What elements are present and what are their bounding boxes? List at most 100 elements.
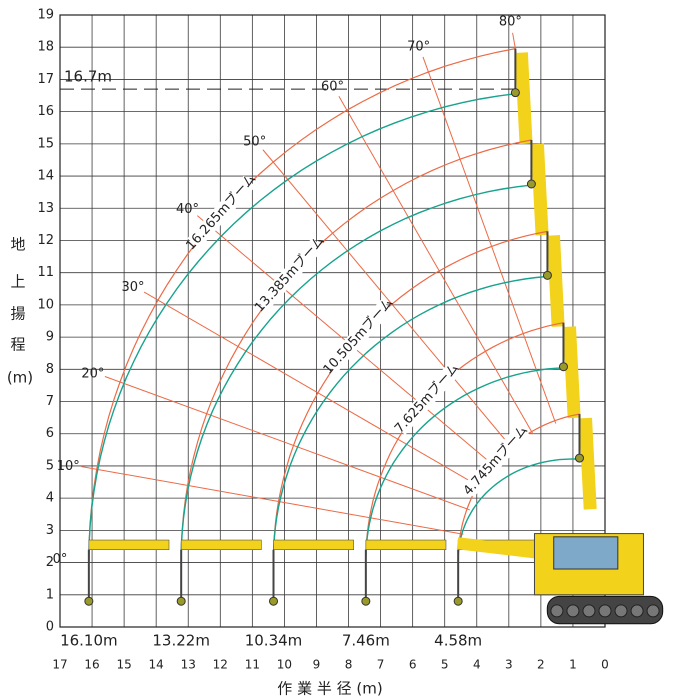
y-tick-label: 19 [37, 8, 54, 23]
wheel [630, 604, 644, 618]
angle-line [262, 149, 513, 449]
label-bg [461, 424, 530, 498]
boom-80 [546, 235, 565, 327]
x-tick-label: 1 [569, 658, 577, 672]
boom-80 [530, 143, 549, 236]
x-tick-label: 15 [116, 658, 131, 672]
angle-label: 30° [121, 280, 144, 295]
x-tick-label: 3 [505, 658, 513, 672]
y-tick-label: 17 [37, 72, 54, 87]
boom-80 [562, 326, 581, 419]
hook-arc [88, 93, 516, 560]
angle-label: 0° [53, 552, 68, 567]
x-tick-label: 9 [313, 658, 321, 672]
hook [510, 88, 520, 98]
y-axis-label: 揚 [10, 305, 25, 323]
boom-0 [88, 539, 170, 550]
wheel [598, 604, 612, 618]
plot-frame [59, 14, 606, 628]
boom-label: 7.625mブーム [391, 360, 462, 436]
angle-line [422, 56, 557, 424]
label-bg [255, 237, 325, 311]
x-tick-label: 11 [245, 658, 260, 672]
hook [361, 596, 371, 606]
radius-label: 7.46m [342, 632, 390, 650]
y-tick-label: 13 [37, 201, 54, 216]
y-axis-label: 上 [10, 273, 25, 291]
y-tick-label: 12 [37, 233, 54, 248]
y-tick-label: 8 [46, 362, 54, 377]
boom-label: 10.505mブーム [320, 295, 397, 378]
x-tick-label: 4 [473, 658, 481, 672]
x-tick-label: 12 [213, 658, 228, 672]
y-tick-label: 10 [37, 297, 54, 312]
x-tick-label: 5 [441, 658, 449, 672]
angle-line [143, 291, 481, 488]
max-height-label: 16.7m [64, 68, 112, 86]
hook-arc [272, 275, 548, 560]
hook [526, 179, 536, 189]
y-tick-label: 11 [37, 265, 54, 280]
x-tick-label: 17 [52, 658, 67, 672]
angle-label: 10° [57, 459, 80, 474]
angle-label: 20° [81, 367, 104, 382]
x-tick-label: 13 [181, 658, 196, 672]
label-bg [324, 299, 393, 374]
angle-label: 50° [243, 134, 266, 149]
wheel [582, 604, 596, 618]
angle-line [80, 466, 464, 535]
radius-label: 16.10m [60, 632, 118, 650]
angle-line [104, 376, 470, 511]
hook [542, 270, 552, 280]
hook [176, 596, 186, 606]
boom-0 [273, 539, 354, 550]
crane-cab [553, 536, 619, 570]
hook-arc [180, 184, 532, 560]
y-axis-label: (m) [7, 369, 33, 387]
x-tick-label: 8 [345, 658, 353, 672]
boom-0 [180, 539, 262, 550]
x-tick-label: 0 [601, 658, 609, 672]
radius-label: 10.34m [245, 632, 303, 650]
angle-line [338, 96, 534, 435]
y-tick-label: 4 [46, 491, 54, 506]
y-tick-label: 15 [37, 136, 54, 151]
wheel [566, 604, 580, 618]
angle-label: 70° [407, 39, 430, 54]
wheel [646, 604, 660, 618]
x-tick-label: 7 [377, 658, 385, 672]
x-tick-label: 14 [149, 658, 164, 672]
y-axis-label: 地 [10, 236, 25, 254]
label-bg [187, 175, 256, 249]
y-tick-label: 18 [37, 40, 54, 55]
angle-label: 80° [499, 15, 522, 30]
hook-arc [457, 458, 580, 560]
y-tick-label: 3 [46, 523, 54, 538]
x-tick-label: 10 [277, 658, 292, 672]
boom-80 [579, 417, 597, 510]
hook [453, 596, 463, 606]
angle-label: 60° [321, 80, 344, 95]
x-tick-label: 16 [84, 658, 99, 672]
x-tick-label: 6 [409, 658, 417, 672]
x-axis-label: 作 業 半 径 (m) [277, 680, 382, 698]
y-tick-label: 1 [46, 587, 54, 602]
y-tick-label: 6 [46, 426, 54, 441]
y-tick-label: 16 [37, 104, 54, 119]
y-tick-label: 5 [46, 458, 54, 473]
boom-80 [514, 52, 533, 145]
hook [269, 596, 279, 606]
hook-arc [365, 367, 564, 560]
hook [558, 362, 568, 372]
radius-label: 4.58m [434, 632, 482, 650]
y-tick-label: 14 [37, 169, 54, 184]
y-tick-label: 0 [46, 620, 54, 635]
wheel [614, 604, 628, 618]
y-tick-label: 7 [46, 394, 54, 409]
y-axis-label: 程 [10, 336, 25, 354]
wheel [550, 604, 564, 618]
y-tick-label: 2 [46, 555, 54, 570]
angle-label: 40° [176, 202, 199, 217]
x-tick-label: 2 [537, 658, 545, 672]
